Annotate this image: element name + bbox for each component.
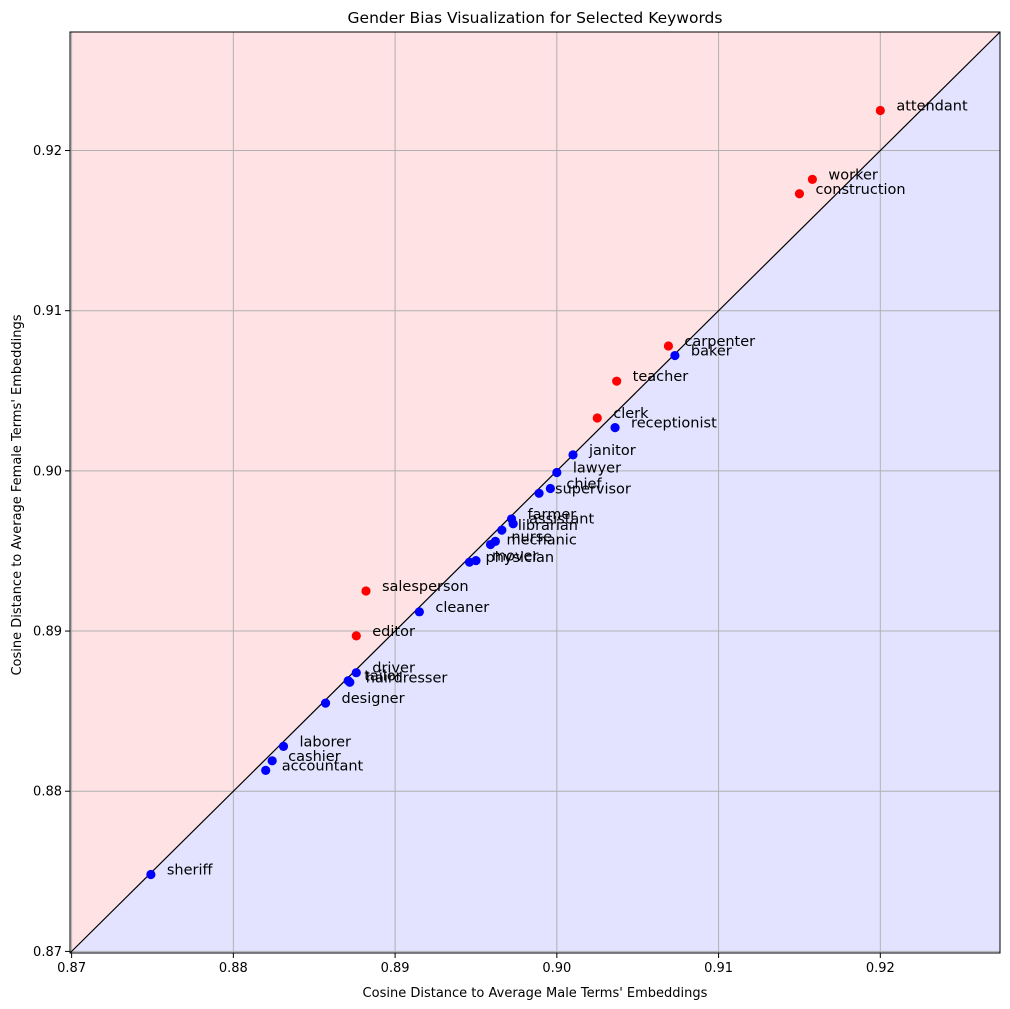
point-label-baker: baker <box>691 344 732 360</box>
grid-lines <box>70 32 1000 953</box>
x-tick-label: 0.88 <box>219 961 248 976</box>
point-label-assistant: assistant <box>529 512 594 528</box>
scatter-point-physician <box>464 557 475 567</box>
point-label-lawyer: lawyer <box>573 460 621 476</box>
point-label-chief: chief <box>566 476 602 492</box>
point-label-supervisor: supervisor <box>555 481 631 497</box>
scatter-point-clerk <box>592 413 602 423</box>
scatter-point-lawyer <box>552 467 562 478</box>
scatter-point-laborer <box>278 741 289 751</box>
point-label-carpenter: carpenter <box>684 334 755 350</box>
point-label-clerk: clerk <box>613 406 649 422</box>
point-label-physician: physician <box>485 550 554 566</box>
point-label-cashier: cashier <box>288 749 341 765</box>
scatter-point-baker <box>670 350 680 361</box>
scatter-point-hairdresser <box>345 677 355 687</box>
point-label-mover: mover <box>492 549 538 565</box>
point-label-cleaner: cleaner <box>435 600 489 616</box>
y-tick-label: 0.90 <box>33 464 62 479</box>
x-axis-ticks: 0.87 0.88 0.89 0.90 0.91 0.92 <box>57 953 895 976</box>
x-tick-label: 0.92 <box>866 961 895 976</box>
point-label-driver: driver <box>372 661 415 677</box>
point-label-librarian: librarian <box>518 518 578 534</box>
point-label-farmer: farmer <box>528 507 577 523</box>
data-points <box>146 105 885 880</box>
y-tick-label: 0.88 <box>33 785 62 800</box>
point-label-nurse: nurse <box>511 529 552 545</box>
point-label-editor: editor <box>372 624 415 640</box>
scatter-point-librarian <box>497 525 507 535</box>
point-label-sheriff: sheriff <box>167 863 214 879</box>
y-axis-title: Cosine Distance to Average Female Terms'… <box>10 314 25 675</box>
scatter-point-mechanic <box>485 539 496 550</box>
x-axis-title: Cosine Distance to Average Male Terms' E… <box>363 986 708 1001</box>
scatter-point-cleaner <box>414 607 424 617</box>
scatter-point-supervisor <box>534 488 544 498</box>
chart-title: Gender Bias Visualization for Selected K… <box>348 9 723 27</box>
scatter-point-receptionist <box>610 423 620 433</box>
scatter-point-teacher <box>612 376 622 386</box>
y-axis-ticks: 0.87 0.88 0.89 0.90 0.91 0.92 <box>33 144 70 960</box>
point-label-janitor: janitor <box>588 443 636 459</box>
point-label-worker: worker <box>828 167 877 183</box>
scatter-point-worker <box>807 174 817 184</box>
scatter-point-carpenter <box>663 341 674 351</box>
x-tick-label: 0.90 <box>542 961 571 976</box>
point-label-designer: designer <box>342 691 405 707</box>
point-label-attendant: attendant <box>896 98 968 114</box>
y-tick-label: 0.89 <box>33 625 62 640</box>
point-label-receptionist: receptionist <box>631 416 717 432</box>
point-label-mechanic: mechanic <box>507 533 577 549</box>
point-label-construction: construction <box>815 182 905 198</box>
scatter-point-chief <box>545 483 555 494</box>
scatter-point-salesperson <box>361 586 371 596</box>
scatter-point-editor <box>351 631 361 641</box>
point-label-laborer: laborer <box>299 734 351 750</box>
plot-frame <box>69 31 1001 954</box>
scatter-point-assistant <box>508 519 518 529</box>
scatter-point-cashier <box>267 756 277 766</box>
scatter-point-sheriff <box>146 869 156 880</box>
point-label-tailor: tailor <box>364 669 401 685</box>
scatter-point-accountant <box>261 765 271 776</box>
x-tick-label: 0.89 <box>381 961 410 976</box>
point-label-salesperson: salesperson <box>382 579 469 595</box>
point-label-accountant: accountant <box>282 758 364 774</box>
scatter-point-driver <box>351 668 361 678</box>
x-tick-label: 0.91 <box>704 961 733 976</box>
point-label-teacher: teacher <box>633 369 689 385</box>
y-tick-label: 0.91 <box>33 304 62 319</box>
y-tick-label: 0.87 <box>33 945 62 960</box>
point-label-hairdresser: hairdresser <box>366 670 448 686</box>
scatter-point-designer <box>320 698 331 708</box>
scatter-point-attendant <box>875 105 885 116</box>
scatter-point-janitor <box>568 450 578 460</box>
y-tick-label: 0.92 <box>33 144 62 159</box>
scatter-point-construction <box>794 189 805 199</box>
x-tick-label: 0.87 <box>57 961 86 976</box>
